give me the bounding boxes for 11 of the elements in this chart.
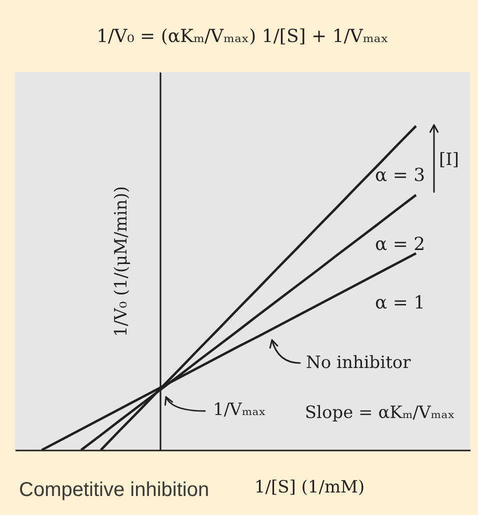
series-label: α = 3 — [374, 165, 426, 186]
x-axis-title: 1/[S] (1/mM) — [254, 478, 365, 498]
annotation: 1/Vₘₐₓ — [213, 400, 266, 420]
annotation: Slope = αKₘ/Vₘₐₓ — [304, 403, 455, 423]
y-axis-title: 1/V₀ (1/(μM/min)) — [112, 186, 132, 337]
annotation: No inhibitor — [306, 353, 412, 373]
text: Competitive inhibition — [19, 479, 210, 501]
chart-title: 1/V₀ = (αKₘ/Vₘₐₓ) 1/[S] + 1/Vₘₐₓ — [96, 26, 388, 47]
series-label: α = 2 — [374, 234, 426, 256]
text: [I] — [439, 150, 459, 170]
series-label: α = 1 — [374, 292, 426, 314]
